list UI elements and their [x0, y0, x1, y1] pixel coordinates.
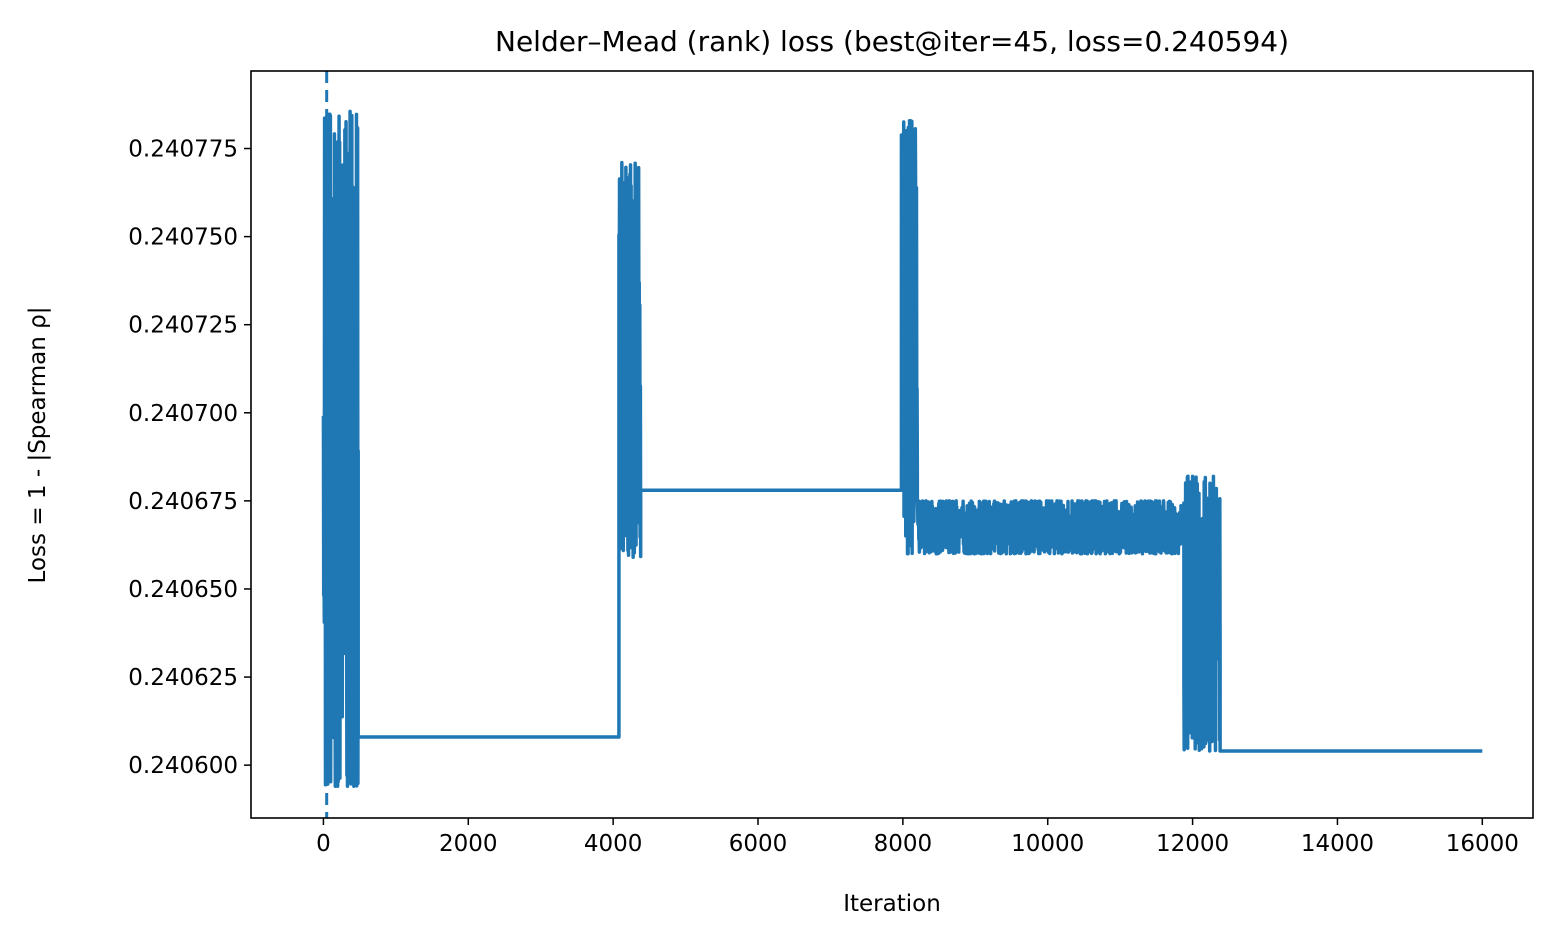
plot-area	[321, 71, 1483, 818]
y-tick-label: 0.240775	[128, 137, 238, 163]
x-tick-label: 12000	[1156, 831, 1229, 857]
x-tick-label: 0	[316, 831, 331, 857]
y-tick-label: 0.240625	[128, 665, 238, 691]
x-axis-label: Iteration	[843, 891, 941, 917]
y-tick-label: 0.240750	[128, 225, 238, 251]
chart-title: Nelder–Mead (rank) loss (best@iter=45, l…	[495, 25, 1289, 58]
x-tick-label: 6000	[729, 831, 788, 857]
x-tick-label: 16000	[1446, 831, 1519, 857]
x-axis-ticks: 0 2000 4000 6000 8000 10000 12000 14000 16000	[316, 818, 1519, 857]
y-tick-label: 0.240675	[128, 489, 238, 515]
y-tick-label: 0.240700	[128, 401, 238, 427]
y-tick-label: 0.240725	[128, 313, 238, 339]
loss-series-line	[321, 109, 1483, 789]
x-tick-label: 8000	[874, 831, 933, 857]
x-tick-label: 2000	[439, 831, 498, 857]
x-tick-label: 14000	[1301, 831, 1374, 857]
x-tick-label: 10000	[1011, 831, 1084, 857]
plot-frame	[250, 70, 1534, 819]
y-axis-ticks: 0.240600 0.240625 0.240650 0.240675 0.240700…	[128, 137, 251, 779]
y-tick-label: 0.240600	[128, 753, 238, 779]
y-tick-label: 0.240650	[128, 577, 238, 603]
x-tick-label: 4000	[584, 831, 643, 857]
y-axis-label: Loss = 1 - |Spearman ρ|	[25, 307, 51, 584]
